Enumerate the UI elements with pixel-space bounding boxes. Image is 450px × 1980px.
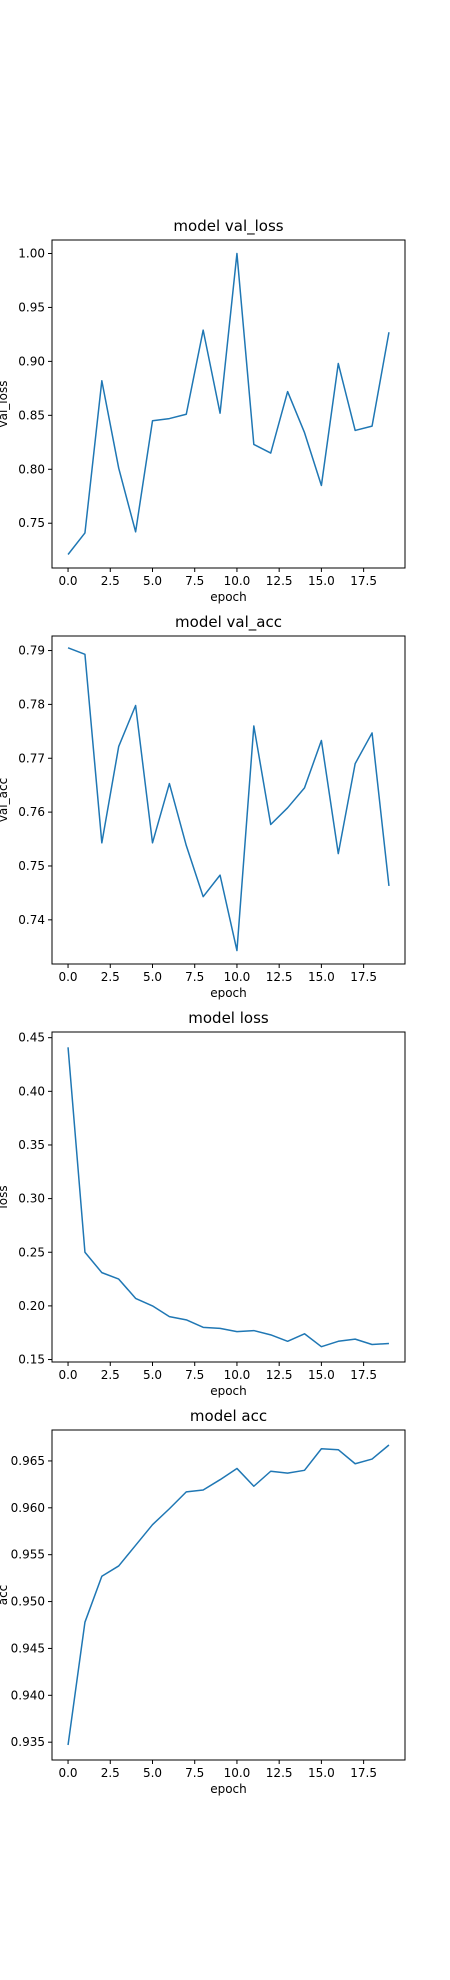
y-tick-label: 0.95 — [18, 300, 45, 314]
chart-2: model val_acc 0.0 2.5 5.0 7.5 10.0 12.5 15.0 17.… — [0, 613, 406, 1000]
y-tick-label: 0.85 — [18, 408, 45, 422]
x-tick-label: 5.0 — [143, 574, 162, 588]
x-tick-label: 15.0 — [308, 574, 335, 588]
y-tick-label: 0.76 — [18, 805, 45, 819]
y-tick-label: 0.30 — [18, 1192, 45, 1206]
x-tick-label: 2.5 — [101, 1368, 120, 1382]
y-tick-label: 0.945 — [11, 1641, 45, 1655]
x-tick-label: 5.0 — [143, 1766, 162, 1780]
x-tick-label: 5.0 — [143, 1368, 162, 1382]
chart-4: model acc 0.0 2.5 5.0 7.5 10.0 12.5 15.0 17.5 0.9… — [0, 1407, 406, 1796]
x-tick-label: 12.5 — [266, 1766, 293, 1780]
y-axis-label: val_acc — [0, 778, 10, 822]
axes-frame — [51, 1429, 406, 1761]
x-tick-label: 2.5 — [101, 574, 120, 588]
x-tick-label: 0.0 — [58, 970, 77, 984]
x-tick-label: 7.5 — [185, 574, 204, 588]
x-axis-label: epoch — [210, 986, 247, 1000]
x-axis-label: epoch — [210, 1384, 247, 1398]
x-tick-label: 0.0 — [58, 1766, 77, 1780]
axes-frame — [51, 635, 406, 965]
y-tick-label: 0.25 — [18, 1245, 45, 1259]
y-tick-label: 0.90 — [18, 354, 45, 368]
y-tick-label: 0.78 — [18, 697, 45, 711]
x-tick-label: 15.0 — [308, 1766, 335, 1780]
x-axis-label: epoch — [210, 1782, 247, 1796]
y-tick-label: 0.15 — [18, 1353, 45, 1367]
y-tick-label: 0.960 — [11, 1501, 45, 1515]
chart-title: model val_loss — [173, 217, 283, 236]
chart-title: model val_acc — [175, 613, 282, 632]
y-tick-label: 0.74 — [18, 913, 45, 927]
chart-1: model val_loss 0.0 2.5 5.0 7.5 10.0 12.5 15.0 17… — [0, 217, 406, 604]
x-axis-label: epoch — [210, 590, 247, 604]
x-tick-label: 0.0 — [58, 1368, 77, 1382]
x-tick-label: 17.5 — [350, 574, 377, 588]
x-tick-label: 15.0 — [308, 1368, 335, 1382]
x-tick-label: 10.0 — [224, 970, 251, 984]
x-tick-label: 15.0 — [308, 970, 335, 984]
y-axis-label: acc — [0, 1585, 10, 1606]
y-tick-label: 0.79 — [18, 644, 45, 658]
x-tick-label: 7.5 — [185, 1368, 204, 1382]
x-tick-label: 12.5 — [266, 970, 293, 984]
y-tick-label: 0.45 — [18, 1031, 45, 1045]
chart-title: model loss — [188, 1009, 269, 1027]
x-tick-label: 7.5 — [185, 970, 204, 984]
series-line — [67, 252, 390, 555]
x-tick-label: 17.5 — [350, 970, 377, 984]
y-tick-label: 0.20 — [18, 1299, 45, 1313]
y-tick-label: 0.80 — [18, 462, 45, 476]
x-tick-label: 17.5 — [350, 1368, 377, 1382]
chart-title: model acc — [190, 1407, 267, 1425]
x-tick-label: 12.5 — [266, 574, 293, 588]
x-tick-label: 17.5 — [350, 1766, 377, 1780]
y-tick-label: 0.950 — [11, 1595, 45, 1609]
y-axis-label: loss — [0, 1185, 10, 1208]
y-tick-label: 0.940 — [11, 1688, 45, 1702]
axes-frame — [51, 1031, 406, 1363]
x-tick-label: 10.0 — [224, 1368, 251, 1382]
y-tick-label: 0.965 — [11, 1454, 45, 1468]
x-tick-label: 7.5 — [185, 1766, 204, 1780]
y-axis-label: val_loss — [0, 381, 10, 428]
x-tick-label: 5.0 — [143, 970, 162, 984]
y-tick-label: 1.00 — [18, 246, 45, 260]
y-tick-label: 0.35 — [18, 1138, 45, 1152]
x-tick-label: 2.5 — [101, 1766, 120, 1780]
x-tick-label: 10.0 — [224, 574, 251, 588]
series-line — [67, 1444, 390, 1746]
y-tick-label: 0.77 — [18, 751, 45, 765]
y-tick-label: 0.40 — [18, 1084, 45, 1098]
series-line — [67, 647, 390, 952]
x-tick-label: 0.0 — [58, 574, 77, 588]
series-line — [67, 1047, 389, 1348]
y-tick-label: 0.935 — [11, 1735, 45, 1749]
x-tick-label: 10.0 — [224, 1766, 251, 1780]
x-tick-label: 12.5 — [266, 1368, 293, 1382]
y-tick-label: 0.75 — [18, 516, 45, 530]
chart-3: model loss 0.0 2.5 5.0 7.5 10.0 12.5 15.0 17.5 0.… — [0, 1009, 406, 1398]
y-tick-label: 0.955 — [11, 1548, 45, 1562]
y-tick-label: 0.75 — [18, 859, 45, 873]
x-tick-label: 2.5 — [101, 970, 120, 984]
axes-frame — [51, 239, 406, 569]
